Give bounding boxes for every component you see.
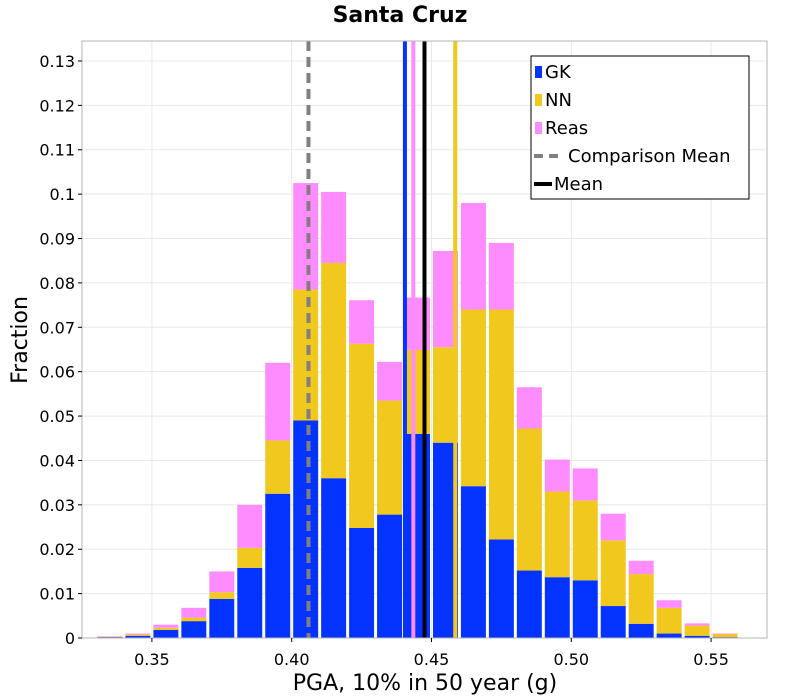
x-axis-title: PGA, 10% in 50 year (g) [293, 671, 557, 696]
bar-nn [600, 540, 626, 607]
bar-gk [516, 570, 542, 638]
bar-reas [209, 571, 235, 593]
bar-nn [181, 617, 207, 622]
chart-title: Santa Cruz [333, 3, 468, 28]
y-tick-label: 0.02 [39, 540, 75, 559]
y-tick-label: 0.06 [39, 363, 75, 382]
bar-nn [572, 500, 598, 581]
bar-nn [293, 289, 319, 421]
bars-layer [97, 183, 738, 638]
bar-nn [460, 309, 486, 487]
bar-gk [349, 527, 375, 638]
bar-nn [488, 309, 514, 540]
bar-reas [600, 513, 626, 541]
ticks-layer: 0 0.01 0.02 0.03 0.04 0.05 0.06 0.07 0.08 0.09 0.1… [39, 52, 729, 669]
x-tick-label: 0.40 [274, 650, 310, 669]
bar-reas [321, 191, 347, 263]
bar-nn [125, 634, 151, 636]
bar-nn [656, 607, 682, 634]
legend-label: Comparison Mean [568, 146, 731, 167]
bar-reas [460, 203, 486, 310]
bar-nn [712, 634, 738, 638]
bar-gk [600, 606, 626, 638]
bar-gk [125, 635, 151, 638]
bar-gk [656, 633, 682, 638]
bar-gk [237, 567, 263, 638]
y-tick-label: 0 [65, 629, 75, 648]
bar-reas [265, 362, 291, 441]
y-tick-label: 0.04 [39, 451, 75, 470]
y-tick-label: 0.12 [39, 96, 75, 115]
bar-nn [349, 343, 375, 528]
legend-label: Mean [554, 174, 603, 195]
bar-reas [349, 300, 375, 344]
legend-box [530, 55, 750, 200]
bar-gk [572, 580, 598, 638]
bar-reas [181, 607, 207, 618]
y-tick-label: 0.01 [39, 585, 75, 604]
y-tick-label: 0.11 [39, 141, 75, 160]
x-tick-label: 0.45 [414, 650, 450, 669]
bar-nn [209, 592, 235, 599]
legend-swatch-nn [535, 94, 542, 106]
bar-reas [153, 624, 179, 628]
bar-gk [321, 478, 347, 638]
bar-reas [377, 361, 403, 401]
y-tick-label: 0.07 [39, 318, 75, 337]
bar-nn [628, 574, 654, 624]
bar-gk [265, 493, 291, 638]
x-tick-label: 0.50 [553, 650, 589, 669]
bar-nn [544, 491, 570, 578]
legend-label: NN [545, 90, 572, 111]
legend-label: GK [545, 62, 572, 83]
bar-reas [293, 183, 319, 290]
bar-reas [656, 600, 682, 608]
y-tick-label: 0.05 [39, 407, 75, 426]
mean-lines-layer [306, 41, 458, 638]
bar-reas [488, 242, 514, 310]
bar-reas [516, 387, 542, 429]
y-tick-label: 0.03 [39, 496, 75, 515]
bar-gk [153, 630, 179, 638]
bar-reas [125, 633, 151, 635]
x-tick-label: 0.35 [134, 650, 170, 669]
bar-gk [209, 598, 235, 638]
bar-gk [488, 539, 514, 638]
bar-reas [544, 459, 570, 492]
bar-nn [237, 547, 263, 568]
y-tick-label: 0.1 [50, 185, 75, 204]
bar-gk [377, 514, 403, 638]
bar-nn [321, 262, 347, 479]
bar-gk [460, 486, 486, 638]
bar-gk [628, 623, 654, 638]
legend-swatch-reas [535, 122, 542, 134]
legend: GK NN Reas Comparison Mean Mean [530, 55, 750, 200]
bar-nn [265, 440, 291, 494]
bar-reas [628, 560, 654, 575]
bar-gk [293, 420, 319, 638]
bar-reas [572, 468, 598, 501]
bar-nn [516, 428, 542, 571]
y-tick-label: 0.13 [39, 52, 75, 71]
y-tick-label: 0.08 [39, 274, 75, 293]
y-axis-title: Fraction [8, 296, 33, 384]
bar-gk [181, 621, 207, 638]
plot-frame [81, 40, 768, 639]
legend-label: Reas [545, 118, 588, 139]
bar-reas [237, 504, 263, 548]
bar-nn [684, 625, 710, 636]
bar-gk [544, 577, 570, 638]
bar-nn [377, 400, 403, 515]
y-tick-label: 0.09 [39, 230, 75, 249]
bar-reas [684, 623, 710, 626]
x-tick-label: 0.55 [693, 650, 729, 669]
bar-nn [153, 627, 179, 631]
bar-gk [684, 635, 710, 638]
legend-swatch-gk [535, 66, 542, 78]
